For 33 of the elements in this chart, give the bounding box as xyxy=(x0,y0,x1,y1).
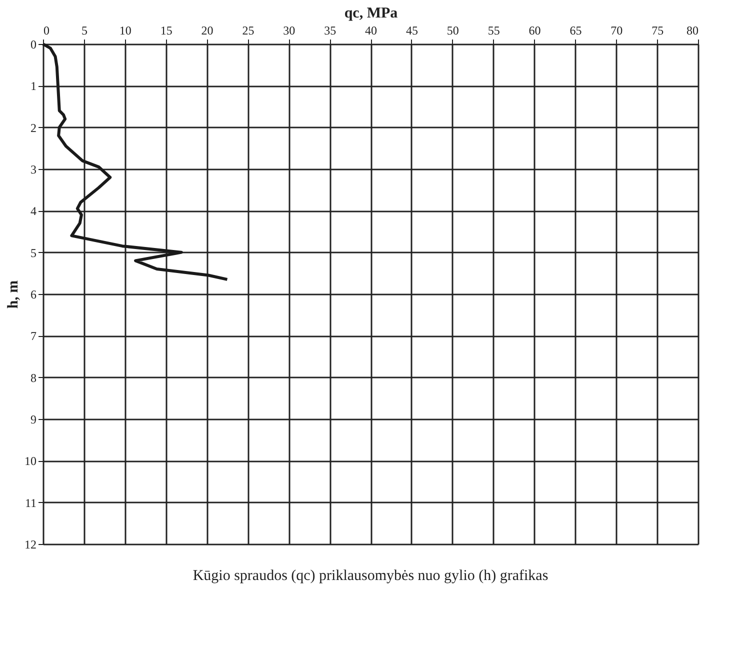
x-tick-label: 0 xyxy=(44,24,50,38)
x-tick-label: 55 xyxy=(488,24,500,38)
x-tick-label: 5 xyxy=(81,24,88,38)
y-tick-label: 10 xyxy=(24,454,36,468)
x-tick-label: 50 xyxy=(446,24,459,38)
x-tick-label: 35 xyxy=(324,24,336,38)
y-tick-label: 8 xyxy=(30,370,36,385)
y-tick-label: 2 xyxy=(30,120,36,135)
y-tick-label: 6 xyxy=(30,288,36,302)
x-tick-label: 15 xyxy=(160,24,172,38)
x-tick-label: 45 xyxy=(406,24,418,38)
text: Kūgio spraudos (qc) priklausomybės nuo gylio (h) grafikas xyxy=(192,568,548,584)
x-tick-label: 65 xyxy=(570,24,582,38)
x-tick-label: 60 xyxy=(528,24,541,38)
y-tick-label: 1 xyxy=(30,79,36,94)
y-tick-label: 4 xyxy=(30,204,36,218)
x-tick-label: 10 xyxy=(119,24,132,38)
x-tick-label: 75 xyxy=(652,24,664,38)
y-tick-label: 7 xyxy=(30,329,36,344)
x-tick-label: 20 xyxy=(201,24,214,38)
y-tick-label: 11 xyxy=(24,496,36,510)
x-axis-title: qc, MPa xyxy=(344,6,398,22)
y-axis-title: h, m xyxy=(6,280,22,309)
y-tick-label: 12 xyxy=(24,538,36,552)
x-tick-label: 70 xyxy=(610,24,623,38)
y-tick-label: 3 xyxy=(30,162,36,176)
x-tick-label: 80 xyxy=(686,24,698,38)
y-tick-label: 5 xyxy=(30,246,36,260)
y-tick-label: 0 xyxy=(30,38,36,52)
y-tick-label: 9 xyxy=(30,412,36,426)
x-tick-label: 30 xyxy=(283,24,296,38)
x-tick-label: 25 xyxy=(242,24,254,38)
x-tick-label: 40 xyxy=(365,24,377,38)
